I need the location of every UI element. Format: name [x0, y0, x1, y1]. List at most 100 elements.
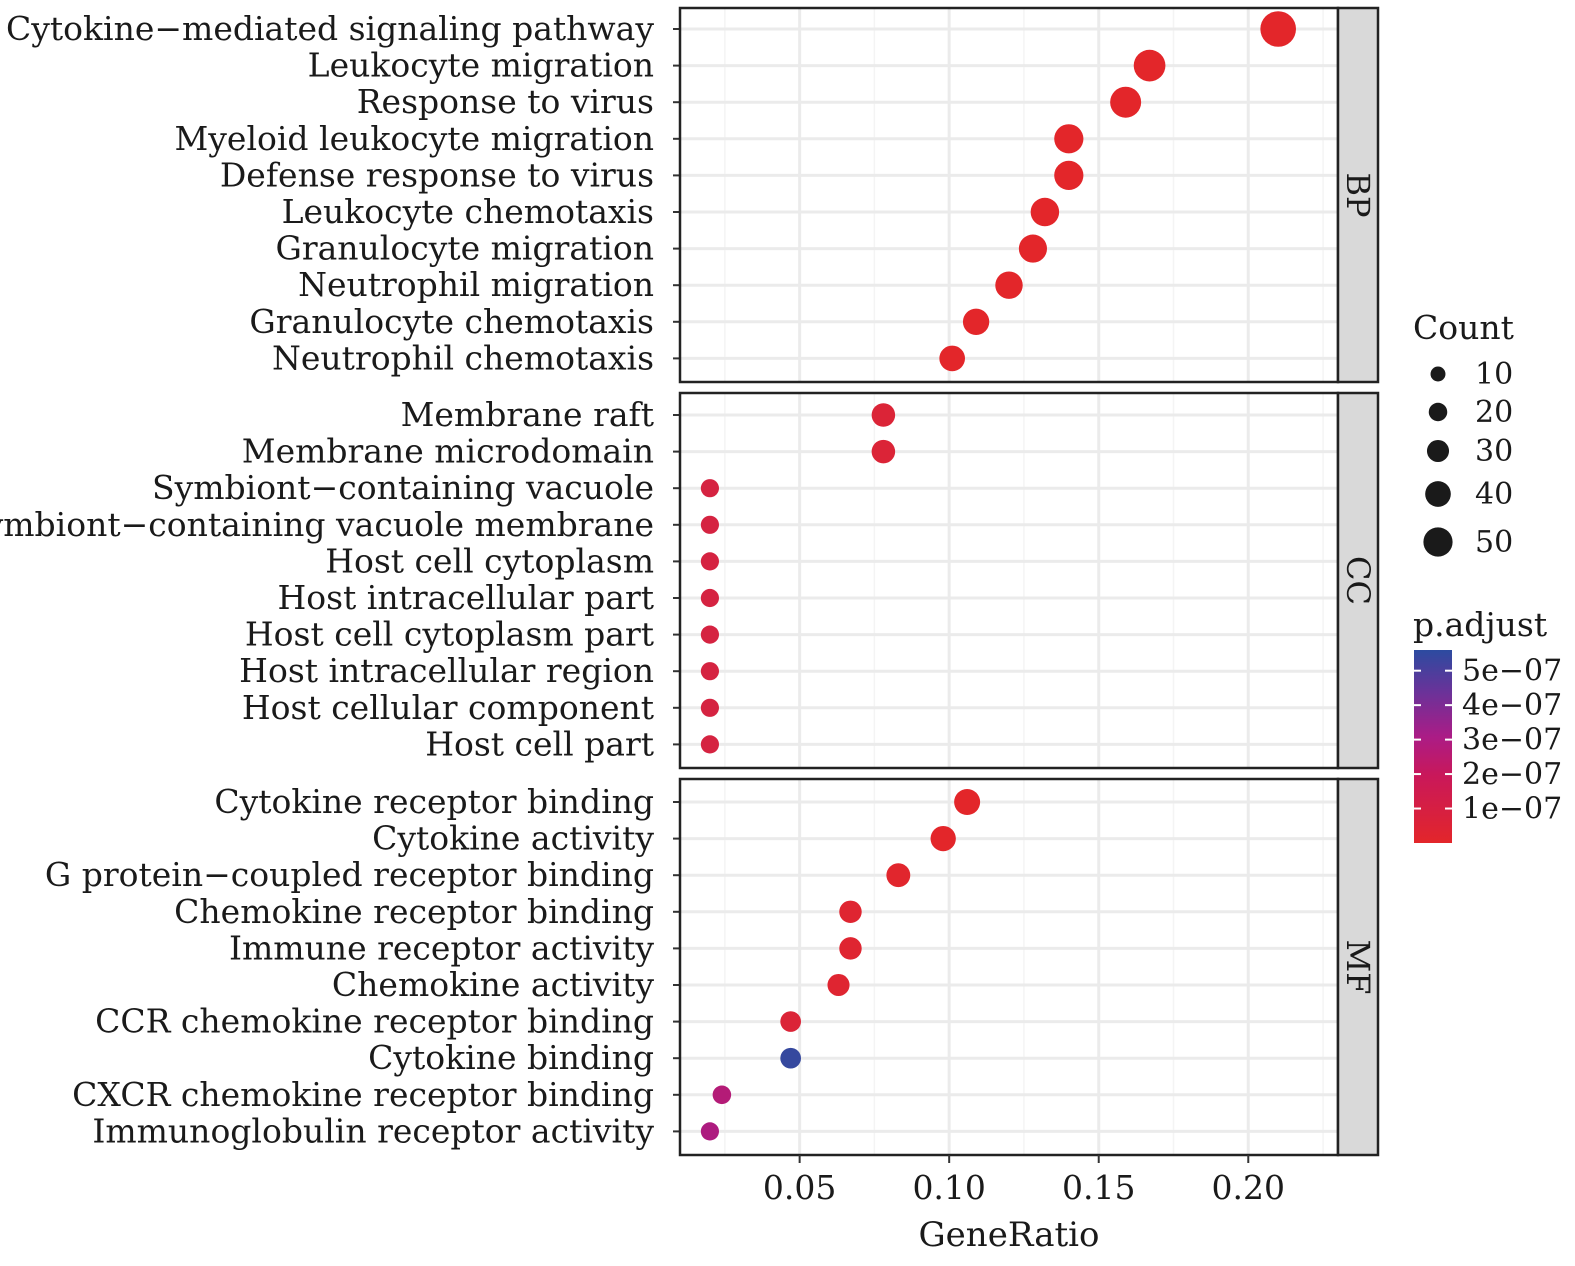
data-point — [1133, 49, 1166, 82]
data-point — [700, 625, 719, 644]
facet-strip-label: CC — [1339, 556, 1377, 605]
size-legend-title: Count — [1413, 308, 1514, 347]
y-tick-label: Chemokine activity — [332, 965, 654, 1004]
data-point — [780, 1047, 801, 1069]
y-tick-label: Host cell cytoplasm — [325, 541, 654, 580]
y-tick-label: Symbiont−containing vacuole membrane — [0, 505, 654, 544]
size-legend-key — [1423, 527, 1453, 557]
y-tick-label: Cytokine binding — [368, 1038, 654, 1077]
data-point — [871, 403, 896, 427]
data-point — [1018, 234, 1048, 263]
facet-strip-label: BP — [1339, 172, 1377, 217]
y-tick-label: CXCR chemokine receptor binding — [72, 1075, 654, 1114]
data-point — [995, 271, 1023, 299]
data-point — [700, 1122, 719, 1141]
y-tick-label: Immune receptor activity — [229, 928, 654, 967]
x-axis-title: GeneRatio — [919, 1215, 1100, 1255]
panel-background — [680, 393, 1338, 768]
size-legend-label: 10 — [1475, 357, 1513, 392]
data-point — [700, 662, 719, 681]
data-point — [1260, 11, 1296, 47]
x-tick-label: 0.05 — [763, 1168, 836, 1207]
data-point — [1030, 197, 1060, 227]
size-legend-key — [1426, 439, 1450, 463]
size-legend-key — [1428, 402, 1448, 422]
data-point — [930, 825, 956, 852]
y-tick-label: G protein−coupled receptor binding — [45, 855, 654, 894]
data-point — [1054, 160, 1084, 191]
color-bar — [1414, 650, 1452, 843]
data-point — [939, 345, 966, 372]
size-legend-label: 30 — [1475, 434, 1513, 469]
data-point — [700, 735, 719, 754]
data-point — [954, 788, 981, 816]
size-legend-key — [1425, 481, 1451, 507]
y-tick-label: Defense response to virus — [220, 155, 654, 194]
size-legend-label: 40 — [1475, 477, 1513, 512]
data-point — [712, 1085, 732, 1105]
y-tick-label: Leukocyte migration — [308, 46, 654, 85]
data-point — [1054, 124, 1084, 154]
y-tick-label: Membrane raft — [401, 395, 654, 434]
facet-strip — [1336, 391, 1380, 770]
x-tick-label: 0.15 — [1062, 1168, 1135, 1207]
y-tick-label: Leukocyte chemotaxis — [282, 192, 654, 231]
color-legend-label: 5e−07 — [1462, 654, 1562, 689]
x-tick-label: 0.10 — [912, 1168, 985, 1207]
y-tick-label: Host cell cytoplasm part — [245, 615, 654, 654]
data-point — [700, 479, 719, 498]
data-point — [700, 588, 719, 608]
x-axis: 0.05 0.10 0.15 0.20 GeneRatio — [763, 1155, 1285, 1255]
facet-strip-label: MF — [1339, 940, 1377, 995]
data-point — [886, 863, 911, 888]
facet-strip — [1336, 777, 1380, 1157]
data-point — [827, 973, 850, 997]
data-point — [700, 552, 719, 571]
y-tick-label: Cytokine−mediated signaling pathway — [6, 9, 654, 48]
y-tick-label: Myeloid leukocyte migration — [174, 119, 654, 158]
data-point — [700, 698, 719, 717]
y-tick-label: Host cell part — [425, 724, 654, 763]
color-legend-label: 4e−07 — [1462, 688, 1562, 723]
color-legend-label: 2e−07 — [1462, 757, 1562, 792]
size-legend-label: 50 — [1475, 525, 1513, 560]
data-point — [962, 308, 990, 335]
data-point — [871, 439, 896, 464]
x-tick-label: 0.20 — [1212, 1168, 1285, 1207]
facet-panels: Cytokine−mediated signaling pathwayLeuko… — [0, 6, 1380, 1157]
data-point — [839, 900, 862, 924]
y-tick-label: Cytokine receptor binding — [214, 782, 654, 821]
data-point — [839, 937, 862, 960]
y-tick-label: Symbiont−containing vacuole — [152, 468, 654, 507]
y-tick-label: Host cellular component — [242, 688, 654, 727]
y-tick-label: Immunoglobulin receptor activity — [92, 1111, 654, 1150]
y-tick-label: Chemokine receptor binding — [174, 892, 654, 931]
y-tick-label: Neutrophil migration — [298, 265, 654, 304]
color-legend-label: 3e−07 — [1462, 723, 1562, 758]
facet-panel-bp: Cytokine−mediated signaling pathwayLeuko… — [6, 6, 1380, 384]
size-legend-key — [1430, 366, 1446, 382]
y-tick-label: Response to virus — [357, 82, 654, 121]
facet-strip — [1336, 6, 1380, 384]
y-tick-label: Granulocyte migration — [275, 229, 654, 268]
y-tick-label: Granulocyte chemotaxis — [249, 302, 654, 341]
y-tick-label: Neutrophil chemotaxis — [272, 338, 654, 377]
y-tick-label: Membrane microdomain — [242, 432, 654, 471]
data-point — [780, 1011, 801, 1032]
size-legend-label: 20 — [1475, 395, 1513, 430]
color-legend-title: p.adjust — [1413, 605, 1547, 644]
y-tick-label: Cytokine activity — [372, 819, 654, 858]
panel-background — [680, 779, 1338, 1155]
y-tick-label: Host intracellular part — [277, 578, 654, 617]
panel-background — [680, 8, 1338, 382]
color-legend-label: 1e−07 — [1462, 792, 1562, 827]
data-point — [700, 515, 719, 534]
y-tick-label: CCR chemokine receptor binding — [95, 1002, 654, 1041]
y-tick-label: Host intracellular region — [239, 651, 654, 690]
